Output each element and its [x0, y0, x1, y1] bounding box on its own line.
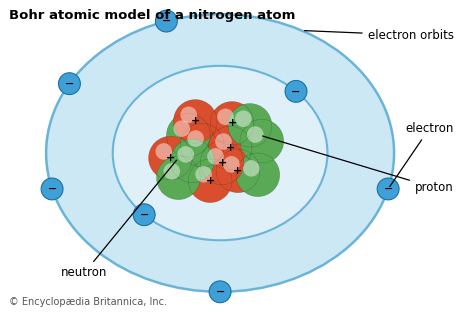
- Circle shape: [166, 113, 210, 157]
- Circle shape: [195, 166, 212, 183]
- Circle shape: [41, 178, 63, 200]
- Circle shape: [240, 119, 284, 163]
- Text: −: −: [47, 184, 57, 194]
- Circle shape: [58, 73, 81, 94]
- Text: +: +: [218, 158, 227, 168]
- Text: © Encyclopædia Britannica, Inc.: © Encyclopædia Britannica, Inc.: [9, 297, 167, 307]
- Text: −: −: [215, 287, 225, 297]
- Ellipse shape: [113, 66, 328, 240]
- Circle shape: [181, 106, 197, 123]
- Text: +: +: [226, 143, 235, 153]
- Circle shape: [180, 123, 224, 167]
- Circle shape: [228, 103, 272, 147]
- Circle shape: [243, 160, 260, 177]
- Text: Bohr atomic model of a nitrogen atom: Bohr atomic model of a nitrogen atom: [9, 9, 296, 22]
- Text: −: −: [292, 86, 301, 96]
- Circle shape: [187, 130, 204, 147]
- Text: neutron: neutron: [61, 160, 177, 279]
- Circle shape: [236, 153, 280, 197]
- Circle shape: [216, 149, 260, 193]
- Text: −: −: [162, 16, 171, 26]
- Circle shape: [247, 126, 264, 143]
- Circle shape: [285, 81, 307, 102]
- Circle shape: [200, 141, 244, 185]
- Circle shape: [217, 108, 234, 125]
- Circle shape: [209, 281, 231, 303]
- Circle shape: [377, 178, 399, 200]
- Text: −: −: [139, 210, 149, 220]
- Circle shape: [215, 133, 232, 150]
- Circle shape: [148, 136, 192, 180]
- Text: −: −: [65, 79, 74, 89]
- Circle shape: [210, 101, 254, 145]
- Circle shape: [223, 156, 240, 173]
- Circle shape: [156, 156, 200, 200]
- Circle shape: [208, 126, 252, 170]
- Circle shape: [173, 100, 217, 143]
- Circle shape: [235, 111, 252, 127]
- Text: electron orbits: electron orbits: [305, 28, 454, 42]
- Circle shape: [155, 10, 177, 32]
- Circle shape: [173, 120, 190, 137]
- Text: +: +: [191, 116, 200, 126]
- Text: −: −: [383, 184, 393, 194]
- Circle shape: [177, 146, 194, 163]
- Circle shape: [164, 163, 180, 179]
- Text: +: +: [233, 166, 243, 176]
- Text: +: +: [166, 153, 175, 163]
- Text: +: +: [206, 176, 215, 186]
- Circle shape: [170, 139, 214, 183]
- Text: electron: electron: [390, 122, 454, 187]
- Circle shape: [133, 204, 155, 226]
- Text: proton: proton: [263, 136, 454, 194]
- Ellipse shape: [46, 14, 394, 292]
- Circle shape: [207, 148, 224, 165]
- Circle shape: [188, 159, 232, 203]
- Circle shape: [155, 143, 172, 160]
- Text: +: +: [228, 118, 237, 128]
